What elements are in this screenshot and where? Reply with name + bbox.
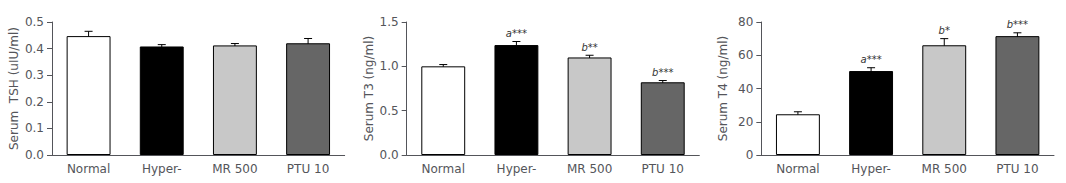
svg-text:MR 500: MR 500 — [212, 162, 257, 176]
svg-text:a***: a*** — [506, 28, 527, 39]
svg-text:Normal: Normal — [422, 162, 465, 176]
svg-text:PTU 10: PTU 10 — [287, 162, 329, 176]
svg-text:MR 500: MR 500 — [567, 162, 612, 176]
svg-text:1.0: 1.0 — [380, 59, 399, 73]
svg-text:60: 60 — [738, 48, 753, 62]
svg-text:0.0: 0.0 — [25, 148, 44, 162]
svg-text:0.5: 0.5 — [25, 15, 44, 29]
svg-text:Hyper-: Hyper- — [497, 162, 537, 176]
svg-text:b*: b* — [939, 25, 950, 36]
svg-text:20: 20 — [738, 115, 753, 129]
svg-text:Serum T4 (ng/ml): Serum T4 (ng/ml) — [716, 36, 730, 141]
svg-text:Serum TSH (uIU/ml): Serum TSH (uIU/ml) — [7, 27, 21, 150]
svg-text:MR 500: MR 500 — [922, 162, 967, 176]
svg-text:PTU 10: PTU 10 — [642, 162, 684, 176]
svg-text:0.2: 0.2 — [25, 95, 44, 109]
svg-text:a***: a*** — [861, 54, 882, 65]
svg-text:0: 0 — [746, 148, 754, 162]
svg-text:Normal: Normal — [67, 162, 110, 176]
svg-text:0.3: 0.3 — [25, 68, 44, 82]
svg-text:b***: b*** — [652, 67, 673, 78]
svg-text:Hyper-: Hyper- — [142, 162, 182, 176]
svg-text:Normal: Normal — [776, 162, 819, 176]
svg-text:PTU 10: PTU 10 — [996, 162, 1038, 176]
svg-text:b**: b** — [581, 42, 597, 53]
svg-text:0.1: 0.1 — [25, 121, 44, 135]
svg-text:1.5: 1.5 — [380, 15, 399, 29]
svg-text:0.0: 0.0 — [380, 148, 399, 162]
svg-text:b***: b*** — [1007, 19, 1028, 30]
svg-text:40: 40 — [738, 82, 753, 96]
svg-text:0.5: 0.5 — [380, 104, 399, 118]
svg-text:Hyper-: Hyper- — [851, 162, 891, 176]
svg-text:80: 80 — [738, 15, 753, 29]
svg-text:Serum T3 (ng/ml): Serum T3 (ng/ml) — [362, 36, 376, 141]
svg-text:0.4: 0.4 — [25, 42, 44, 56]
